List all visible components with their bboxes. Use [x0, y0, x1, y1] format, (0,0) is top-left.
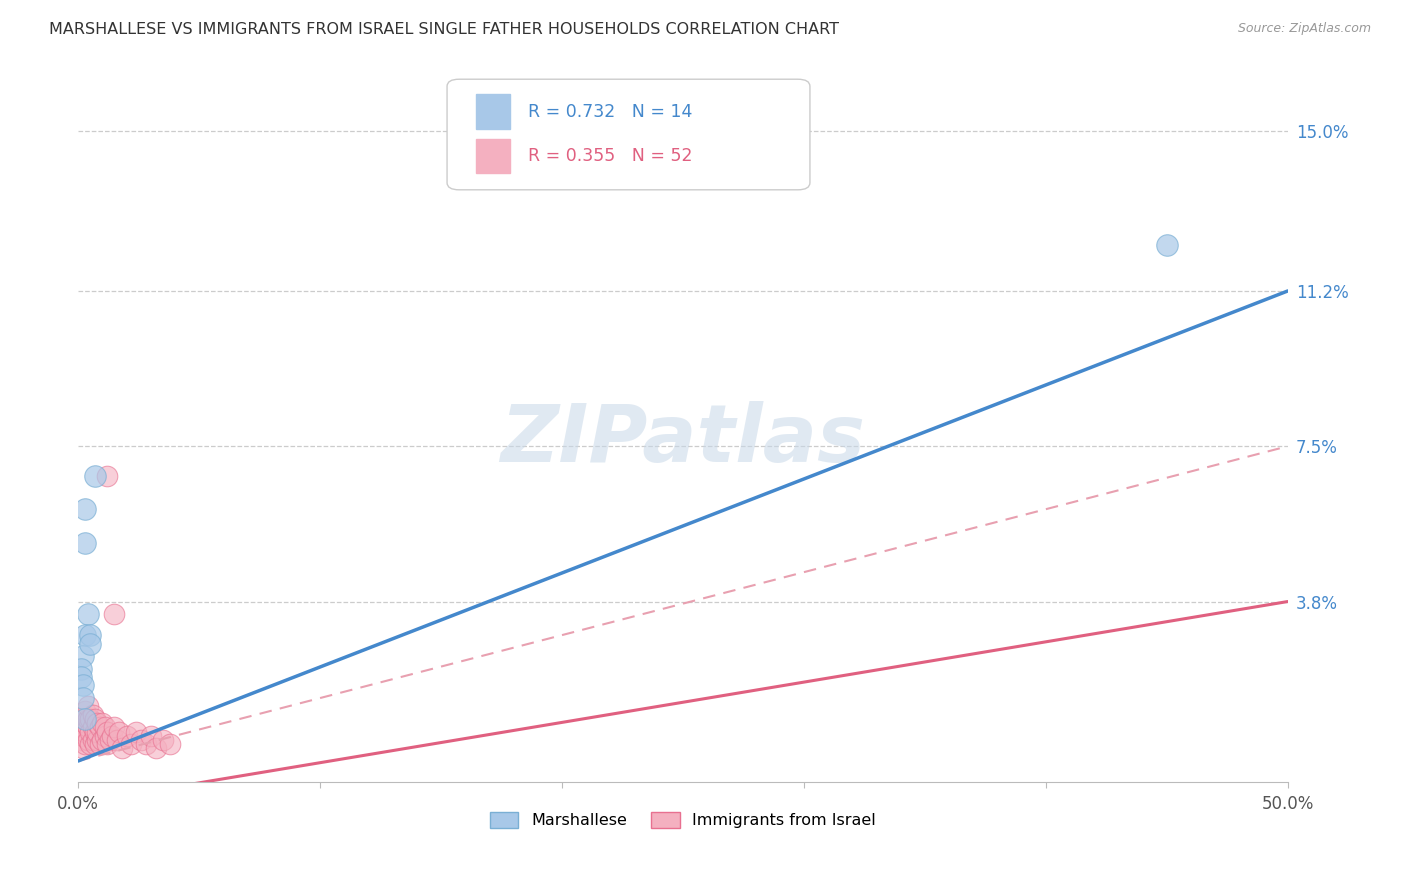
Point [89, 737, 111, 751]
Point [84, 468, 107, 483]
Legend: Marshallese, Immigrants from Israel: Marshallese, Immigrants from Israel [484, 805, 883, 835]
Point [82, 707, 104, 722]
Point [96, 468, 118, 483]
Point [86, 724, 108, 739]
Point [79, 628, 101, 642]
Point [86, 716, 108, 731]
Point [139, 729, 162, 743]
Point [75, 535, 97, 549]
Point [75, 724, 97, 739]
Point [84, 724, 107, 739]
Point [93, 721, 115, 735]
Point [79, 712, 101, 726]
Point [76, 733, 98, 747]
Point [152, 733, 174, 747]
Point [75, 502, 97, 516]
Point [75, 628, 97, 642]
Point [129, 733, 152, 747]
Point [98, 733, 121, 747]
Point [76, 699, 98, 714]
Point [93, 729, 115, 743]
Point [75, 737, 97, 751]
Point [89, 721, 111, 735]
Point [76, 712, 98, 726]
Point [120, 737, 142, 751]
Point [72, 712, 94, 726]
Text: R = 0.732   N = 14: R = 0.732 N = 14 [529, 103, 693, 120]
Point [75, 712, 97, 726]
Point [79, 636, 101, 650]
Point [145, 741, 167, 756]
Point [101, 729, 124, 743]
Text: Source: ZipAtlas.com: Source: ZipAtlas.com [1237, 22, 1371, 36]
Point [82, 721, 104, 735]
Point [84, 737, 107, 751]
Point [86, 733, 108, 747]
Point [159, 737, 181, 751]
Point [72, 721, 94, 735]
Point [91, 716, 114, 731]
Point [72, 649, 94, 664]
Point [75, 704, 97, 718]
Point [103, 607, 125, 621]
Point [72, 741, 94, 756]
Point [1156, 237, 1178, 252]
Point [69, 716, 91, 731]
Point [69, 670, 91, 684]
Point [79, 724, 101, 739]
Point [96, 724, 118, 739]
Point [105, 733, 128, 747]
Point [82, 733, 104, 747]
Point [69, 662, 91, 676]
Point [79, 737, 101, 751]
Point [72, 678, 94, 692]
Point [69, 724, 91, 739]
Bar [477, 95, 510, 128]
Text: MARSHALLESE VS IMMIGRANTS FROM ISRAEL SINGLE FATHER HOUSEHOLDS CORRELATION CHART: MARSHALLESE VS IMMIGRANTS FROM ISRAEL SI… [49, 22, 839, 37]
FancyBboxPatch shape [447, 79, 810, 190]
Point [115, 729, 138, 743]
Text: R = 0.355   N = 52: R = 0.355 N = 52 [529, 147, 693, 165]
Point [75, 716, 97, 731]
Point [135, 737, 157, 751]
Point [96, 737, 118, 751]
Point [84, 712, 107, 726]
Point [76, 607, 98, 621]
Text: ZIPatlas: ZIPatlas [501, 401, 866, 478]
Point [125, 724, 148, 739]
Point [108, 724, 131, 739]
Point [69, 733, 91, 747]
Point [72, 691, 94, 706]
Point [76, 721, 98, 735]
Bar [477, 139, 510, 173]
Point [91, 733, 114, 747]
Point [111, 741, 134, 756]
Point [72, 729, 94, 743]
Point [103, 721, 125, 735]
